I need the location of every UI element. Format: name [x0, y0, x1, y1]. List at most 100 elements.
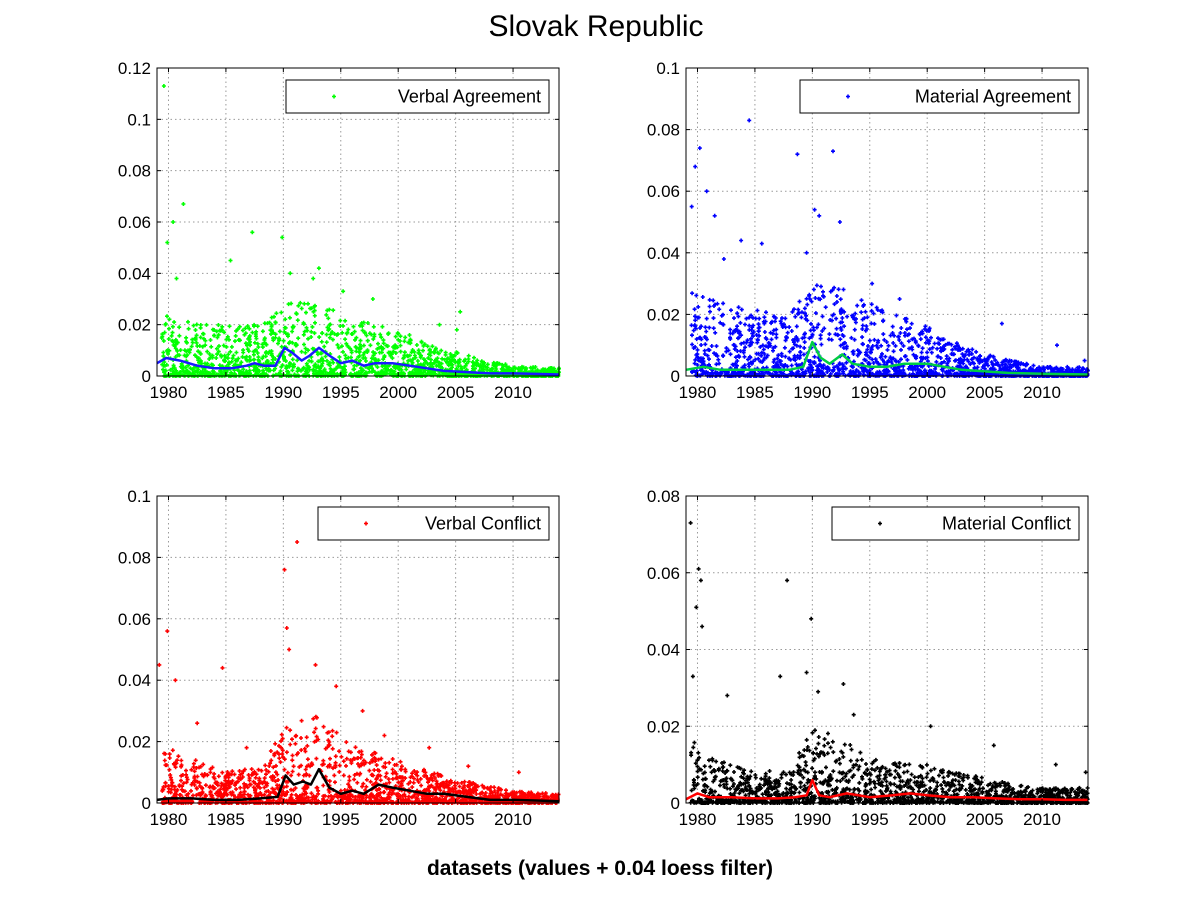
data-point [368, 343, 373, 348]
data-point [322, 344, 327, 349]
data-point [298, 300, 303, 305]
data-point [217, 344, 221, 349]
data-point [342, 364, 347, 369]
data-point [256, 355, 261, 360]
data-point [175, 349, 180, 353]
x-tick-label: 1980 [150, 383, 188, 402]
data-point [172, 320, 177, 325]
data-point [323, 354, 328, 359]
data-point [348, 346, 352, 351]
data-point [283, 317, 288, 322]
data-point [315, 350, 320, 355]
legend-label: Verbal Agreement [398, 87, 541, 107]
y-tick-label: 0.12 [118, 59, 151, 78]
panels: 1980 1985 1990 1995 2000 2005 201000.020.040.0… [118, 59, 1090, 829]
data-point [327, 307, 332, 312]
data-point [281, 355, 286, 360]
data-point [210, 355, 215, 360]
data-point [242, 332, 247, 337]
data-point [166, 351, 170, 356]
data-point [343, 353, 348, 358]
data-point [161, 367, 165, 372]
data-point [233, 339, 237, 344]
data-point [246, 349, 251, 354]
data-point [421, 357, 426, 362]
data-point [308, 306, 313, 311]
y-tick-label: 0.02 [118, 316, 151, 335]
y-tick-label: 0.08 [647, 121, 680, 140]
data-point [343, 337, 348, 342]
data-point [328, 332, 333, 337]
y-tick-label: 0.04 [118, 264, 151, 283]
data-point [352, 363, 357, 368]
y-tick-label: 0.1 [656, 59, 680, 78]
data-point [268, 328, 273, 333]
data-point [349, 350, 354, 355]
data-point [190, 340, 195, 345]
data-point [353, 337, 357, 342]
data-point [285, 369, 290, 374]
data-point [161, 350, 166, 355]
data-point [217, 363, 222, 368]
data-point [299, 306, 304, 311]
y-tick-label: 0.06 [647, 182, 680, 201]
x-tick-label: 1995 [322, 383, 360, 402]
data-point [393, 334, 398, 339]
data-point [194, 322, 199, 327]
data-point [312, 331, 317, 336]
data-point [312, 313, 317, 318]
data-point [273, 332, 278, 337]
data-point [276, 341, 280, 346]
data-point [208, 338, 213, 342]
y-tick-label: 0 [671, 367, 680, 386]
figure-xlabel: datasets (values + 0.04 loess filter) [427, 857, 773, 880]
data-point [225, 334, 230, 339]
data-point [379, 335, 384, 340]
data-point [173, 346, 178, 351]
data-point [211, 363, 215, 368]
data-point [174, 368, 179, 373]
data-point [163, 322, 168, 327]
data-point [184, 335, 189, 340]
data-point [378, 332, 383, 337]
data-point [255, 324, 260, 329]
figure-title: Slovak Republic [488, 10, 703, 43]
data-point [209, 344, 214, 349]
x-tick-label: 1990 [264, 383, 302, 402]
data-point [196, 367, 201, 372]
x-tick-label: 1995 [851, 383, 889, 402]
data-point [306, 301, 310, 306]
data-point [197, 343, 202, 348]
data-point [371, 337, 376, 342]
data-point [283, 331, 288, 336]
data-point [312, 363, 317, 368]
data-point [212, 328, 217, 332]
x-tick-label: 2000 [379, 383, 417, 402]
data-point [371, 324, 376, 329]
data-point [296, 303, 301, 308]
data-point [290, 329, 295, 334]
y-tick-label: 0 [142, 367, 151, 386]
y-tick-label: 0.04 [647, 244, 680, 263]
data-point [237, 324, 242, 329]
data-point [324, 312, 329, 317]
data-point [224, 337, 229, 342]
data-point [188, 366, 193, 371]
data-point [324, 332, 329, 337]
data-point [287, 315, 292, 320]
data-point [426, 356, 431, 361]
data-point [380, 324, 385, 329]
data-point [369, 356, 374, 361]
data-point [260, 329, 265, 334]
data-point [337, 355, 342, 360]
data-point [193, 328, 198, 332]
data-point [373, 351, 377, 356]
data-point [455, 351, 460, 355]
data-point [269, 332, 273, 337]
x-tick-label: 1990 [793, 383, 831, 402]
data-point [414, 343, 419, 347]
data-point [239, 360, 244, 365]
x-tick-label: 2005 [437, 383, 475, 402]
data-point [303, 350, 308, 355]
